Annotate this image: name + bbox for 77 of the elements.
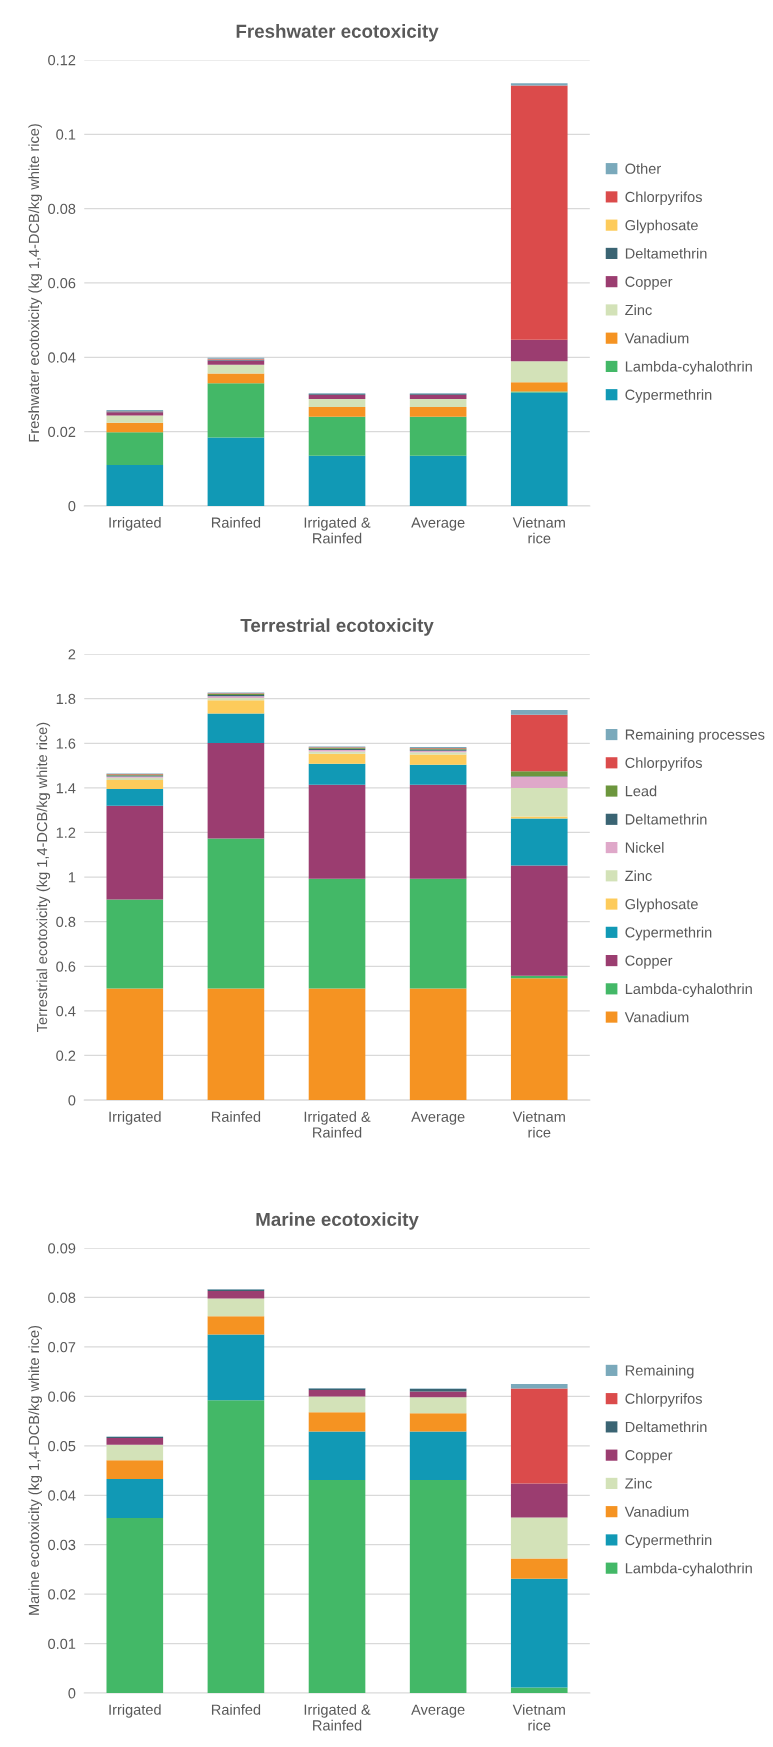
legend-label: Cypermethrin [625,926,712,941]
y-tick-label: 0 [68,501,76,512]
legend-label: Copper [625,955,673,969]
y-tick-label: 0.06 [48,1391,76,1402]
legend-label: Cypermethrin [625,1534,712,1549]
x-tick-label: Vietnam rice [512,1111,565,1138]
legend-label: Lambda-cyhalothrin [625,360,752,375]
legend-label: Lambda-cyhalothrin [625,1562,752,1577]
y-tick-label: 0.04 [48,352,76,363]
y-tick-label: 0.05 [48,1440,76,1452]
y-tick-label: 0.08 [48,1292,76,1303]
legend-label: Deltamethrin [625,813,707,825]
legend-label: Chlorpyrifos [625,1393,702,1407]
y-tick-label: 1.2 [56,827,76,838]
y-tick-label: 1.6 [56,738,76,749]
y-tick-label: 0.2 [56,1050,76,1061]
legend-label: Chlorpyrifos [625,191,702,205]
legend-label: Chlorpyrifos [625,757,702,771]
legend-label: Zinc [625,304,652,316]
x-tick-label: Irrigated [109,1111,161,1125]
x-tick-label: Irrigated & Rainfed [304,1704,371,1731]
chart-title: Terrestrial ecotoxicity [240,618,434,636]
legend-label: Zinc [625,870,652,882]
legend-label: Remaining processes [625,729,765,743]
y-axis-title: Marine ecotoxicity (kg 1,4-DCB/kg white rice) [28,1325,42,1615]
legend-label: Nickel [625,842,664,853]
chart-title: Marine ecotoxicity [256,1212,419,1230]
y-tick-label: 0.6 [56,961,76,972]
y-tick-label: 1 [68,872,76,883]
y-axis-title: Terrestrial ecotoxicity (kg 1,4-DCB/kg white rice) [36,722,51,1032]
y-tick-label: 0.4 [56,1005,76,1017]
y-tick-label: 0.02 [48,1589,76,1600]
y-tick-label: 0.12 [48,55,76,66]
y-tick-label: 0.02 [48,426,76,438]
y-tick-label: 0.1 [56,129,76,140]
legend-label: Zinc [625,1477,652,1489]
x-tick-label: Irrigated [109,1704,161,1718]
x-tick-label: Irrigated & Rainfed [304,1111,371,1138]
legend-label: Remaining [625,1364,694,1379]
y-tick-label: 0.8 [56,916,76,928]
y-tick-label: 0.07 [48,1342,76,1353]
legend-label: Lead [625,785,657,797]
x-tick-label: Average [411,1704,465,1718]
legend-label: Other [625,163,661,174]
y-tick-label: 0 [68,1688,76,1699]
chart-title: Freshwater ecotoxicity [236,24,439,42]
legend-label: Glyphosate [625,219,698,234]
x-tick-label: Average [411,1111,465,1125]
y-tick-label: 0.01 [48,1638,76,1650]
x-tick-label: Irrigated [109,517,161,531]
x-tick-label: Rainfed [211,517,261,528]
y-tick-label: 2 [68,649,76,660]
y-tick-label: 0.03 [48,1539,76,1551]
legend-label: Vanadium [624,332,689,344]
x-tick-label: Vietnam rice [512,1704,565,1731]
y-tick-label: 0.04 [48,1490,76,1501]
x-tick-label: Rainfed [211,1111,261,1122]
legend-label: Copper [625,276,673,290]
y-tick-label: 0.09 [48,1243,76,1254]
x-tick-label: Irrigated & Rainfed [304,517,371,544]
y-axis-title: Freshwater ecotoxicity (kg 1,4-DCB/kg white rice) [28,124,42,442]
legend-label: Glyphosate [625,898,698,913]
legend-label: Cypermethrin [625,389,712,403]
legend-label: Vanadium [624,1506,689,1517]
y-tick-label: 1.4 [56,783,76,794]
y-tick-label: 0.08 [48,203,76,215]
legend-label: Deltamethrin [625,247,707,259]
x-tick-label: Average [411,517,465,531]
y-tick-label: 1.8 [56,693,76,705]
legend-label: Copper [625,1450,673,1464]
legend-label: Vanadium [624,1011,689,1023]
x-tick-label: Rainfed [211,1704,261,1715]
y-tick-label: 0.06 [48,278,76,289]
y-tick-label: 0 [68,1095,76,1106]
legend-label: Deltamethrin [625,1421,707,1433]
legend-label: Lambda-cyhalothrin [625,983,752,997]
x-tick-label: Vietnam rice [512,517,565,544]
